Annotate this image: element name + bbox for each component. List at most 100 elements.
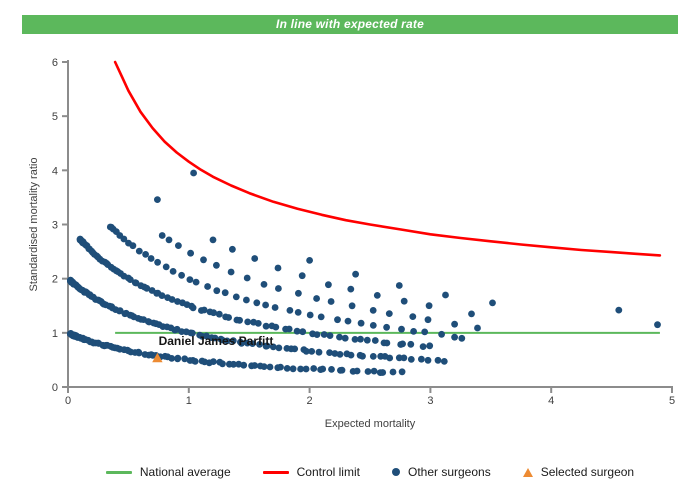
surgeon-point[interactable]: [326, 349, 333, 356]
surgeon-point[interactable]: [468, 310, 475, 318]
surgeon-point[interactable]: [353, 367, 361, 375]
surgeon-point[interactable]: [178, 271, 186, 279]
surgeon-point[interactable]: [615, 306, 623, 314]
legend-other-surgeons[interactable]: Other surgeons: [391, 465, 491, 479]
selected-surgeon-marker[interactable]: [152, 352, 163, 363]
surgeon-point[interactable]: [310, 365, 318, 372]
surgeon-point[interactable]: [426, 342, 434, 350]
surgeon-point[interactable]: [232, 293, 240, 301]
surgeon-point[interactable]: [251, 362, 259, 369]
surgeon-point[interactable]: [291, 345, 299, 353]
surgeon-point[interactable]: [357, 319, 365, 327]
surgeon-point[interactable]: [210, 358, 217, 365]
surgeon-point[interactable]: [219, 360, 226, 368]
surgeon-point[interactable]: [244, 318, 252, 326]
legend-control-limit[interactable]: Control limit: [262, 465, 360, 479]
surgeon-point[interactable]: [285, 325, 293, 333]
surgeon-point[interactable]: [204, 283, 212, 290]
surgeon-point[interactable]: [357, 335, 364, 343]
surgeon-point[interactable]: [269, 343, 277, 351]
surgeon-point[interactable]: [162, 263, 170, 271]
surgeon-point[interactable]: [451, 333, 458, 341]
surgeon-point[interactable]: [238, 339, 245, 347]
surgeon-point[interactable]: [116, 307, 124, 314]
surgeon-point[interactable]: [451, 320, 458, 328]
surgeon-point[interactable]: [213, 287, 221, 295]
surgeon-point[interactable]: [326, 332, 334, 339]
surgeon-point[interactable]: [200, 306, 208, 314]
surgeon-point[interactable]: [142, 251, 150, 258]
surgeon-point[interactable]: [175, 242, 182, 250]
surgeon-point[interactable]: [407, 356, 415, 363]
surgeon-point[interactable]: [210, 309, 218, 317]
surgeon-point[interactable]: [225, 314, 233, 321]
surgeon-point[interactable]: [253, 299, 261, 307]
surgeon-point[interactable]: [186, 276, 194, 283]
surgeon-point[interactable]: [373, 292, 381, 299]
surgeon-point[interactable]: [263, 342, 271, 350]
surgeon-point[interactable]: [229, 337, 237, 345]
surgeon-point[interactable]: [317, 313, 325, 321]
surgeon-point[interactable]: [418, 355, 425, 363]
surgeon-point[interactable]: [313, 295, 320, 302]
surgeon-point[interactable]: [395, 282, 403, 289]
surgeon-point[interactable]: [215, 310, 223, 318]
surgeon-point[interactable]: [319, 365, 327, 373]
surgeon-point[interactable]: [313, 331, 321, 338]
surgeon-point[interactable]: [191, 358, 199, 365]
surgeon-point[interactable]: [489, 299, 496, 307]
surgeon-point[interactable]: [369, 322, 377, 329]
surgeon-point[interactable]: [363, 336, 371, 344]
surgeon-point[interactable]: [154, 258, 162, 266]
surgeon-point[interactable]: [283, 365, 291, 372]
surgeon-point[interactable]: [203, 332, 210, 340]
surgeon-point[interactable]: [306, 311, 314, 319]
surgeon-point[interactable]: [474, 324, 481, 332]
surgeon-point[interactable]: [189, 304, 197, 312]
surgeon-point[interactable]: [369, 307, 377, 314]
surgeon-point[interactable]: [379, 369, 387, 376]
surgeon-point[interactable]: [347, 351, 355, 359]
surgeon-point[interactable]: [410, 328, 417, 335]
surgeon-point[interactable]: [352, 270, 359, 278]
surgeon-point[interactable]: [348, 302, 356, 310]
surgeon-point[interactable]: [126, 276, 134, 283]
surgeon-point[interactable]: [336, 333, 343, 341]
surgeon-point[interactable]: [240, 361, 248, 369]
surgeon-point[interactable]: [200, 256, 207, 264]
surgeon-point[interactable]: [244, 339, 251, 347]
surgeon-point[interactable]: [383, 339, 391, 347]
surgeon-point[interactable]: [266, 363, 274, 371]
surgeon-point[interactable]: [425, 302, 433, 310]
surgeon-point[interactable]: [181, 355, 189, 363]
surgeon-point[interactable]: [272, 323, 280, 331]
surgeon-point[interactable]: [434, 356, 442, 364]
surgeon-point[interactable]: [336, 351, 344, 358]
surgeon-point[interactable]: [308, 348, 316, 355]
surgeon-point[interactable]: [327, 298, 335, 305]
legend-selected-surgeon[interactable]: Selected surgeon: [522, 465, 634, 479]
surgeon-point[interactable]: [236, 316, 244, 324]
other-surgeons-points[interactable]: [67, 169, 661, 376]
surgeon-point[interactable]: [424, 316, 432, 324]
surgeon-point[interactable]: [254, 320, 262, 327]
surgeon-point[interactable]: [129, 242, 137, 250]
surgeon-point[interactable]: [260, 281, 268, 288]
surgeon-point[interactable]: [399, 340, 406, 348]
surgeon-point[interactable]: [338, 366, 346, 374]
surgeon-point[interactable]: [169, 268, 177, 275]
surgeon-point[interactable]: [370, 367, 378, 375]
surgeon-point[interactable]: [341, 334, 349, 342]
surgeon-point[interactable]: [298, 272, 306, 280]
surgeon-point[interactable]: [209, 236, 217, 244]
surgeon-point[interactable]: [271, 304, 279, 311]
surgeon-point[interactable]: [277, 363, 284, 371]
surgeon-point[interactable]: [400, 354, 408, 362]
surgeon-point[interactable]: [386, 354, 394, 362]
surgeon-point[interactable]: [400, 297, 408, 305]
surgeon-point[interactable]: [369, 353, 377, 360]
surgeon-point[interactable]: [243, 274, 251, 282]
surgeon-point[interactable]: [251, 255, 259, 262]
surgeon-point[interactable]: [364, 368, 372, 375]
surgeon-point[interactable]: [409, 313, 417, 320]
